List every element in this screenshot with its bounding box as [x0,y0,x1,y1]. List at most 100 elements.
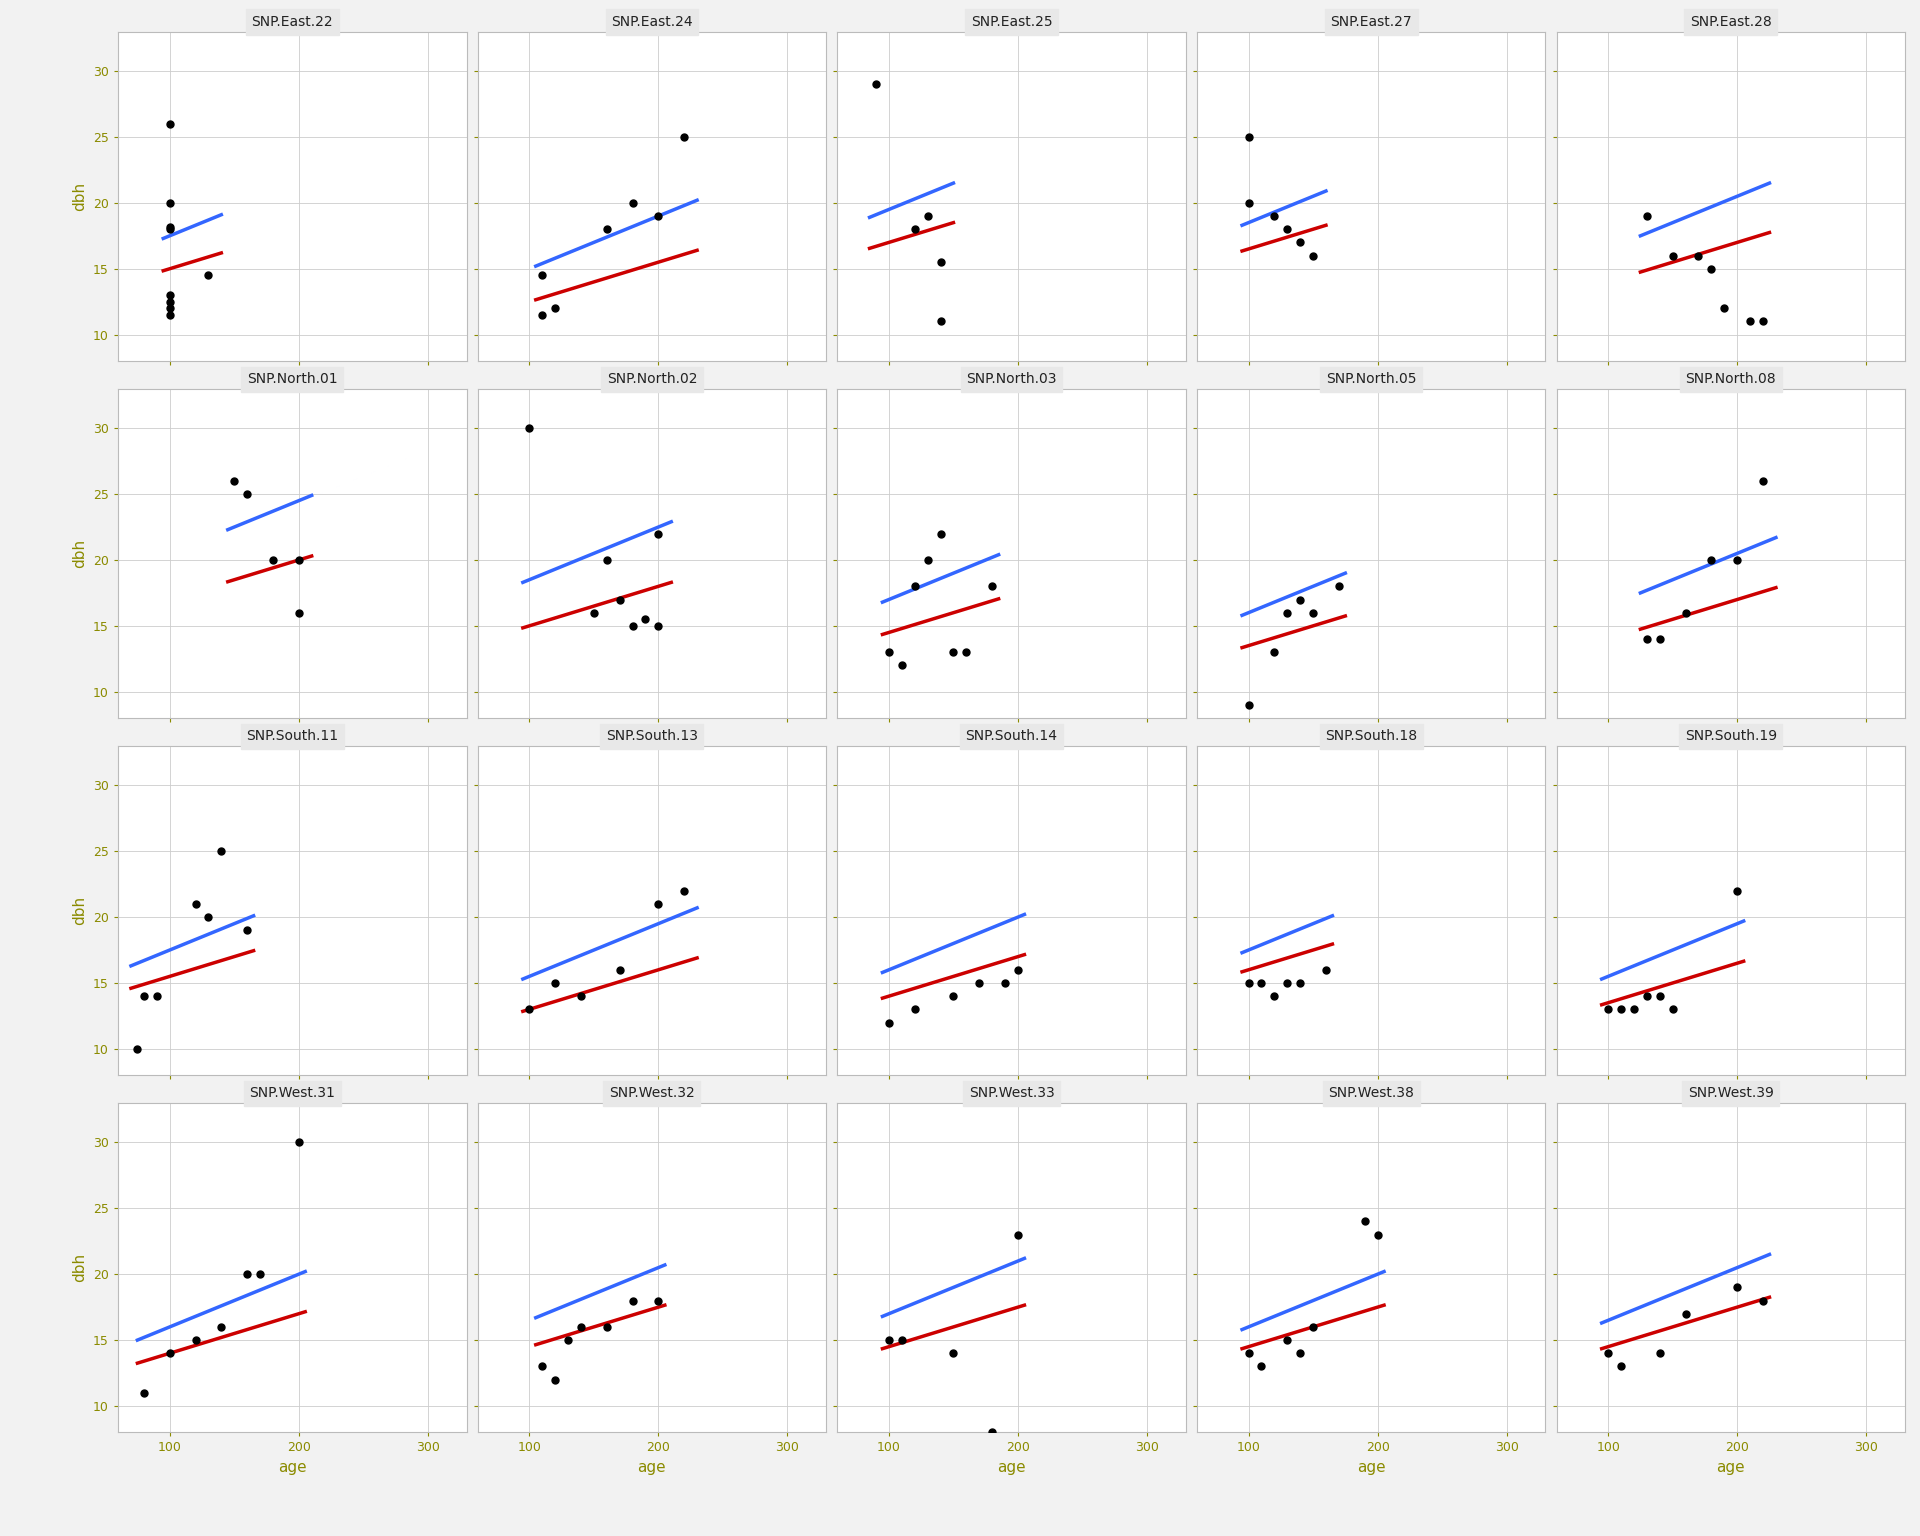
Point [284,1130,315,1155]
Point [964,971,995,995]
Point [205,839,236,863]
Point [912,548,943,573]
Point [925,521,956,545]
Title: SNP.East.25: SNP.East.25 [972,15,1052,29]
Point [180,1327,211,1352]
Point [284,601,315,625]
Y-axis label: dbh: dbh [73,539,88,568]
Point [1632,627,1663,651]
Point [1298,243,1329,267]
Point [1619,997,1649,1021]
Point [154,1341,184,1366]
Point [1323,574,1354,599]
X-axis label: age: age [1357,1459,1386,1475]
Point [1233,1341,1263,1366]
Title: SNP.East.22: SNP.East.22 [252,15,334,29]
Point [1246,971,1277,995]
Point [643,204,674,229]
Point [540,296,570,321]
Point [899,574,929,599]
Point [526,303,557,327]
X-axis label: age: age [996,1459,1025,1475]
Point [1284,971,1315,995]
Point [1670,1301,1701,1326]
Point [1284,587,1315,611]
Point [1260,985,1290,1009]
Point [616,613,647,637]
Point [1298,601,1329,625]
Point [1736,309,1766,333]
Point [1722,548,1753,573]
Point [1644,1341,1674,1366]
Point [977,574,1008,599]
Title: SNP.South.19: SNP.South.19 [1684,730,1776,743]
X-axis label: age: age [278,1459,307,1475]
Point [1271,971,1302,995]
Y-axis label: dbh: dbh [73,1253,88,1283]
Point [643,613,674,637]
Title: SNP.West.33: SNP.West.33 [970,1086,1054,1100]
Point [205,1315,236,1339]
Point [591,217,622,241]
Title: SNP.East.24: SNP.East.24 [611,15,693,29]
Title: SNP.South.18: SNP.South.18 [1325,730,1417,743]
Y-axis label: dbh: dbh [73,181,88,210]
Point [1361,1223,1392,1247]
Title: SNP.North.01: SNP.North.01 [248,372,338,386]
Title: SNP.East.27: SNP.East.27 [1331,15,1411,29]
Point [154,217,184,241]
Point [860,72,891,97]
Point [232,1263,263,1287]
Point [1695,548,1726,573]
Title: SNP.West.31: SNP.West.31 [250,1086,336,1100]
Point [1284,1341,1315,1366]
Point [977,1421,1008,1445]
Point [939,985,970,1009]
Point [180,891,211,915]
Point [194,905,225,929]
X-axis label: age: age [637,1459,666,1475]
Point [1311,957,1342,982]
Point [1605,997,1636,1021]
Title: SNP.South.14: SNP.South.14 [966,730,1058,743]
Point [887,1327,918,1352]
Point [154,289,184,313]
Point [284,548,315,573]
Point [123,1037,154,1061]
Title: SNP.North.03: SNP.North.03 [966,372,1056,386]
Point [1002,957,1033,982]
Point [1594,1341,1624,1366]
Point [899,217,929,241]
Point [1260,641,1290,665]
Title: SNP.North.02: SNP.North.02 [607,372,697,386]
Title: SNP.East.28: SNP.East.28 [1690,15,1772,29]
Point [1271,601,1302,625]
Point [1684,243,1715,267]
Point [616,190,647,215]
Point [643,521,674,545]
Point [912,204,943,229]
Point [1271,217,1302,241]
Point [219,468,250,493]
Point [605,587,636,611]
Point [553,1327,584,1352]
Point [643,1289,674,1313]
Point [515,997,545,1021]
Point [129,1381,159,1405]
Point [540,1367,570,1392]
Point [1233,124,1263,149]
Point [1670,601,1701,625]
Point [129,985,159,1009]
Point [1260,204,1290,229]
Point [1298,1315,1329,1339]
Point [668,124,699,149]
Point [154,112,184,137]
Point [939,641,970,665]
Point [668,879,699,903]
Point [154,303,184,327]
Point [1695,257,1726,281]
Point [887,653,918,677]
Point [925,309,956,333]
Title: SNP.North.05: SNP.North.05 [1327,372,1417,386]
Point [540,971,570,995]
